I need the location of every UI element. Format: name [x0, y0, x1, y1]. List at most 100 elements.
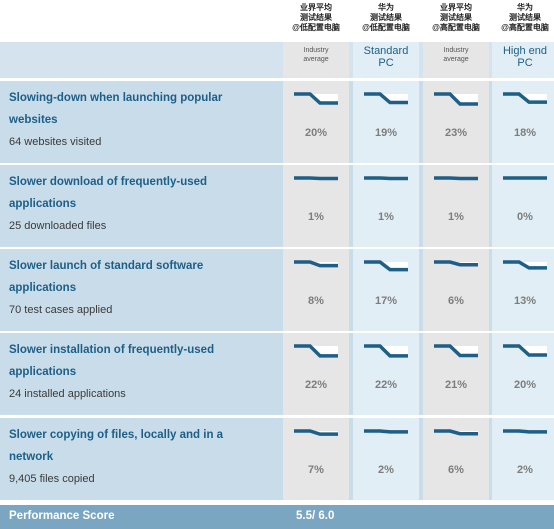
- trend-sparkline: [503, 176, 547, 180]
- trend-sparkline: [294, 344, 338, 358]
- trend-sparkline: [503, 92, 547, 104]
- sparkline-line: [434, 344, 478, 358]
- column-subheader: Industry average: [283, 42, 349, 78]
- column-subheader-line: Industry: [303, 47, 329, 54]
- column-subheader-line: High end: [502, 45, 548, 57]
- result-cell: 20%: [283, 81, 349, 163]
- sparkline-line: [294, 429, 338, 436]
- result-cell: 1%: [423, 165, 489, 247]
- column-header-line: @低配置电脑: [292, 23, 340, 32]
- performance-score-bar: Performance Score 5.5/ 6.0: [0, 505, 554, 529]
- percent-value: 2%: [517, 464, 533, 476]
- column-header-line: 测试结果: [509, 13, 541, 22]
- percent-value: 21%: [444, 379, 468, 391]
- row-detail: 25 downloaded files: [9, 220, 107, 232]
- percent-value: 2%: [378, 464, 394, 476]
- result-cell: 22%: [353, 333, 419, 415]
- column-subheader-line: Standard: [363, 45, 409, 57]
- column-subheader-line: PC: [378, 57, 394, 69]
- trend-sparkline: [503, 344, 547, 357]
- sparkline-line: [503, 92, 547, 104]
- column-subheader-line: Industry: [443, 47, 469, 54]
- performance-score-label: Performance Score: [9, 510, 115, 522]
- result-cell: 19%: [353, 81, 419, 163]
- result-cell: 6%: [423, 418, 489, 500]
- percent-value: 1%: [308, 211, 324, 223]
- column-header-line: @高配置电脑: [432, 23, 480, 32]
- column-header: 业界平均 测试结果 @高配置电脑: [423, 0, 489, 42]
- percent-value: 17%: [374, 295, 398, 307]
- trend-sparkline: [364, 176, 408, 181]
- column-header-line: 华为: [378, 3, 394, 12]
- result-cell: 20%: [492, 333, 554, 415]
- row-title: Slower copying of files, locally and in …: [9, 429, 224, 463]
- column-header-line: 华为: [517, 3, 533, 12]
- percent-value: 6%: [448, 295, 464, 307]
- column-header-line: 业界平均: [440, 3, 472, 12]
- sparkline-line: [364, 92, 408, 105]
- result-cell: 13%: [492, 249, 554, 331]
- percent-value: 1%: [448, 211, 464, 223]
- percent-value: 22%: [374, 379, 398, 391]
- sparkline-line: [434, 92, 478, 106]
- sparkline-line: [434, 260, 478, 267]
- percent-value: 20%: [304, 127, 328, 139]
- row-title: Slower installation of frequently-used a…: [9, 344, 215, 378]
- result-cell: 22%: [283, 333, 349, 415]
- column-header-line: 测试结果: [440, 13, 472, 22]
- column-subheader-line: average: [303, 56, 329, 63]
- trend-sparkline: [294, 429, 338, 436]
- sparkline-line: [503, 429, 547, 434]
- percent-value: 0%: [517, 211, 533, 223]
- row-label: Slower launch of standard software appli…: [9, 255, 269, 318]
- trend-sparkline: [434, 429, 478, 436]
- sparkline-line: [364, 429, 408, 434]
- percent-value: 13%: [513, 295, 537, 307]
- percent-value: 6%: [448, 464, 464, 476]
- result-cell: 0%: [492, 165, 554, 247]
- result-cell: 21%: [423, 333, 489, 415]
- sparkline-line: [364, 260, 408, 272]
- sparkline-line: [294, 344, 338, 358]
- sparkline-line: [434, 429, 478, 436]
- percent-value: 18%: [513, 127, 537, 139]
- row-detail: 64 websites visited: [9, 136, 102, 148]
- result-cell: 6%: [423, 249, 489, 331]
- column-header: 华为 测试结果 @高配置电脑: [492, 0, 554, 42]
- result-cell: 18%: [492, 81, 554, 163]
- result-cell: 8%: [283, 249, 349, 331]
- sparkline-line: [294, 260, 338, 268]
- percent-value: 8%: [308, 295, 324, 307]
- row-title: Slower download of frequently-used appli…: [9, 176, 208, 210]
- column-subheader-line: PC: [517, 57, 533, 69]
- percent-value: 19%: [374, 127, 398, 139]
- column-subheader: High end PC: [492, 42, 554, 78]
- result-cell: 2%: [492, 418, 554, 500]
- column-header: 华为 测试结果 @低配置电脑: [353, 0, 419, 42]
- trend-sparkline: [434, 344, 478, 358]
- percent-value: 7%: [308, 464, 324, 476]
- result-cell: 1%: [353, 165, 419, 247]
- row-detail: 70 test cases applied: [9, 304, 113, 316]
- percent-value: 20%: [513, 379, 537, 391]
- trend-sparkline: [364, 260, 408, 272]
- trend-sparkline: [434, 260, 478, 267]
- result-cell: 23%: [423, 81, 489, 163]
- column-subheader: Industry average: [423, 42, 489, 78]
- trend-sparkline: [434, 176, 478, 181]
- trend-sparkline: [294, 92, 338, 105]
- result-cell: 1%: [283, 165, 349, 247]
- row-label: Slower installation of frequently-used a…: [9, 339, 269, 402]
- column-header-line: @低配置电脑: [362, 23, 410, 32]
- performance-score-value: 5.5/ 6.0: [296, 510, 335, 522]
- column-header-line: @高配置电脑: [501, 23, 549, 32]
- result-cell: 7%: [283, 418, 349, 500]
- column-header-line: 测试结果: [370, 13, 402, 22]
- percent-value: 22%: [304, 379, 328, 391]
- column-header: 业界平均 测试结果 @低配置电脑: [283, 0, 349, 42]
- percent-value: 23%: [444, 127, 468, 139]
- trend-sparkline: [294, 176, 338, 181]
- trend-sparkline: [294, 260, 338, 268]
- trend-sparkline: [434, 92, 478, 106]
- row-detail: 9,405 files copied: [9, 473, 95, 485]
